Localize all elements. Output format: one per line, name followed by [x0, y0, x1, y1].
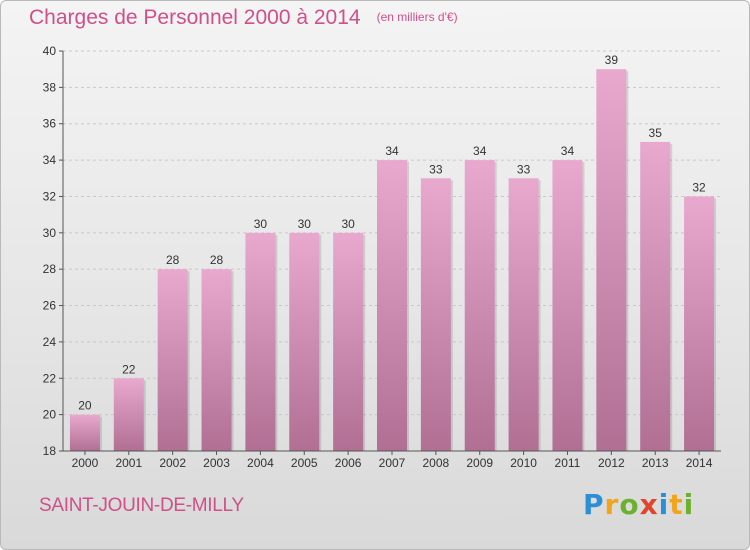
x-tick-label: 2011 [555, 456, 581, 470]
x-tick-label: 2001 [115, 456, 142, 470]
bar [289, 232, 320, 451]
y-tick-label: 34 [43, 153, 57, 167]
chart-subtitle: (en milliers d'€) [376, 10, 458, 24]
y-tick-label: 22 [43, 371, 57, 385]
data-label: 34 [473, 144, 487, 158]
bar [684, 196, 715, 451]
bar [464, 160, 495, 451]
x-tick-label: 2005 [291, 456, 318, 470]
axis-layer: 18 20 22 24 26 28 30 32 34 36 38 40 2000 2001 2002 2003… [43, 44, 721, 470]
data-label: 34 [385, 144, 399, 158]
bar [333, 232, 364, 451]
bar [508, 178, 539, 452]
x-tick-label: 2008 [423, 456, 450, 470]
label-layer: 20 22 28 28 30 30 30 34 33 34 33 34 39 35 32 [78, 53, 706, 412]
commune-name: SAINT-JOUIN-DE-MILLY [39, 495, 244, 516]
x-tick-label: 2010 [510, 456, 537, 470]
bar [201, 269, 232, 451]
y-tick-label: 40 [43, 44, 57, 58]
x-tick-label: 2000 [72, 456, 99, 470]
x-tick-label: 2012 [598, 456, 625, 470]
y-tick-label: 36 [43, 117, 57, 131]
data-label: 20 [78, 399, 92, 413]
data-label: 28 [166, 253, 180, 267]
y-tick-label: 24 [43, 335, 57, 349]
x-tick-label: 2002 [159, 456, 186, 470]
data-label: 30 [298, 217, 312, 231]
x-tick-label: 2003 [203, 456, 230, 470]
data-label: 33 [517, 162, 531, 176]
bar [69, 414, 100, 451]
x-tick-label: 2007 [379, 456, 406, 470]
x-tick-label: 2009 [466, 456, 493, 470]
data-label: 28 [210, 253, 224, 267]
y-tick-label: 26 [43, 299, 57, 313]
y-tick-label: 30 [43, 226, 57, 240]
bar [552, 160, 583, 451]
x-tick-label: 2006 [335, 456, 362, 470]
x-tick-label: 2004 [247, 456, 274, 470]
x-tick-label: 2014 [686, 456, 713, 470]
x-tick-label: 2013 [642, 456, 669, 470]
data-label: 32 [692, 180, 706, 194]
data-label: 35 [649, 126, 663, 140]
data-label: 39 [605, 53, 619, 67]
y-tick-label: 38 [43, 80, 57, 94]
y-tick-label: 28 [43, 262, 57, 276]
data-label: 30 [254, 217, 268, 231]
bar [596, 69, 627, 451]
chart-title: Charges de Personnel 2000 à 2014 (en mill… [29, 6, 458, 30]
bar [420, 178, 451, 452]
y-tick-label: 20 [43, 408, 57, 422]
data-label: 22 [122, 362, 136, 376]
bar [377, 160, 407, 451]
proxiti-logo: Proxiti [583, 488, 695, 521]
data-label: 33 [429, 162, 443, 176]
bar [157, 269, 188, 451]
chart-title-text: Charges de Personnel 2000 à 2014 [29, 6, 361, 29]
bar-layer [69, 69, 717, 452]
data-label: 30 [341, 217, 355, 231]
data-label: 34 [561, 144, 575, 158]
y-tick-label: 32 [43, 189, 57, 203]
y-tick-label: 18 [43, 444, 57, 458]
bar [245, 232, 276, 451]
bar [113, 378, 144, 451]
bar [640, 141, 671, 451]
